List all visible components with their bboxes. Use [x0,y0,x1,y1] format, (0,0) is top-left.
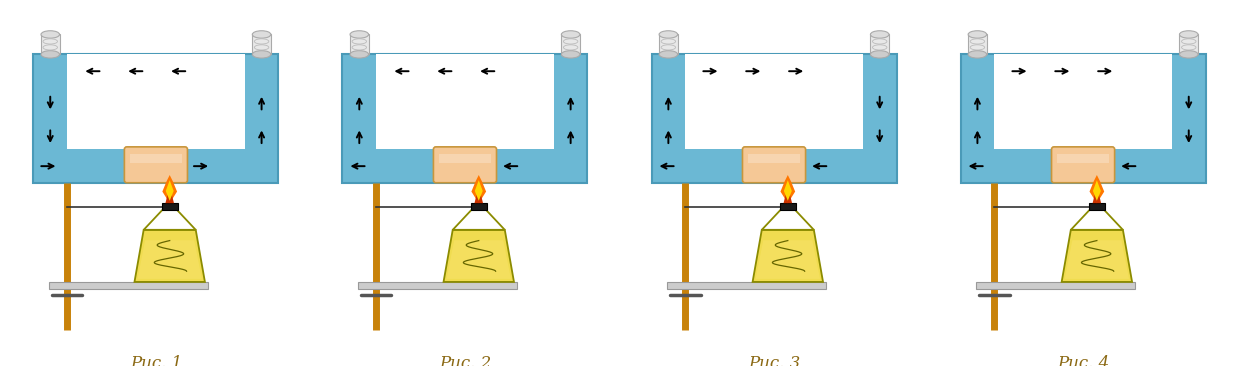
Polygon shape [1093,180,1100,201]
Ellipse shape [253,31,271,38]
Polygon shape [968,34,986,55]
Ellipse shape [659,51,678,58]
Text: Рис. 1: Рис. 1 [130,355,182,366]
Polygon shape [1089,203,1105,210]
Polygon shape [166,195,173,203]
Polygon shape [1057,154,1109,163]
Polygon shape [781,175,795,203]
Ellipse shape [351,51,368,58]
Polygon shape [358,282,517,289]
Polygon shape [748,154,800,163]
Polygon shape [784,180,792,201]
Ellipse shape [968,31,986,38]
Polygon shape [1089,175,1104,203]
Ellipse shape [871,31,888,38]
Polygon shape [1062,230,1132,282]
Polygon shape [1064,240,1129,279]
Polygon shape [475,195,483,203]
Polygon shape [162,175,177,203]
Polygon shape [756,240,820,279]
FancyBboxPatch shape [1052,147,1115,183]
Polygon shape [33,55,279,183]
Ellipse shape [1180,31,1198,38]
Ellipse shape [561,51,580,58]
Polygon shape [976,282,1135,289]
Polygon shape [41,34,59,55]
Polygon shape [667,282,826,289]
Polygon shape [1180,34,1198,55]
Ellipse shape [253,51,271,58]
Polygon shape [444,230,514,282]
Ellipse shape [1180,51,1198,58]
Polygon shape [166,180,173,201]
Ellipse shape [561,31,580,38]
FancyBboxPatch shape [742,147,805,183]
Polygon shape [752,230,823,282]
Polygon shape [960,55,1206,183]
FancyBboxPatch shape [124,147,187,183]
Ellipse shape [659,31,678,38]
Polygon shape [659,34,678,55]
Polygon shape [871,34,888,55]
Polygon shape [351,34,368,55]
Polygon shape [471,175,486,203]
Polygon shape [67,55,245,149]
Ellipse shape [351,31,368,38]
Text: Рис. 3: Рис. 3 [748,355,800,366]
Polygon shape [162,203,177,210]
Polygon shape [377,55,554,149]
Polygon shape [783,195,792,203]
Polygon shape [561,34,580,55]
Text: Рис. 4: Рис. 4 [1057,355,1109,366]
Polygon shape [994,55,1172,149]
Polygon shape [779,203,795,210]
Ellipse shape [968,51,986,58]
Polygon shape [685,55,862,149]
Polygon shape [48,282,208,289]
Polygon shape [253,34,271,55]
Polygon shape [342,55,587,183]
Ellipse shape [41,51,59,58]
Ellipse shape [871,51,888,58]
Polygon shape [130,154,182,163]
Polygon shape [138,240,202,279]
Polygon shape [471,203,487,210]
FancyBboxPatch shape [434,147,497,183]
Text: Рис. 2: Рис. 2 [439,355,491,366]
Polygon shape [446,240,510,279]
Polygon shape [652,55,897,183]
Polygon shape [439,154,491,163]
Ellipse shape [41,31,59,38]
Polygon shape [135,230,204,282]
Polygon shape [1093,195,1101,203]
Polygon shape [475,180,483,201]
